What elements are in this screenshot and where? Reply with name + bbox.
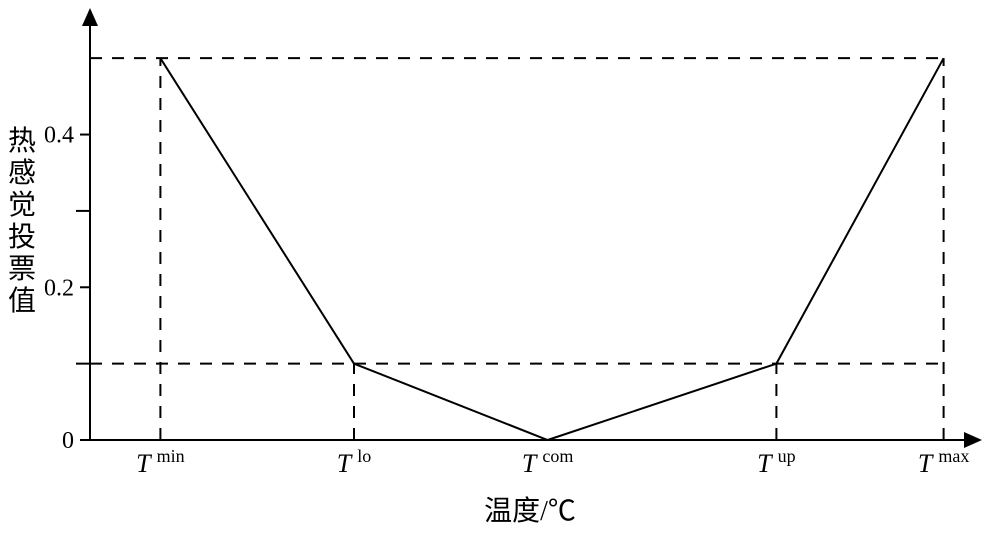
y-axis-title-char-2: 觉: [8, 189, 36, 221]
ytick-label-2: 0.4: [44, 123, 74, 149]
chart-svg: 00.20.4T minT loT comT upT max温度/℃热感觉投票值: [0, 0, 1000, 547]
y-axis-title-char-3: 投: [8, 221, 36, 253]
ytick-label-1: 0.2: [44, 275, 74, 301]
y-axis-title-char-1: 感: [8, 157, 36, 189]
y-axis-title-char-0: 热: [8, 125, 36, 157]
thermal-vote-chart: 00.20.4T minT loT comT upT max温度/℃热感觉投票值: [0, 0, 1000, 547]
y-axis-title-char-4: 票: [8, 254, 36, 285]
x-axis-title: 温度/℃: [484, 495, 576, 527]
ytick-label-0: 0: [62, 428, 74, 454]
y-axis-title-char-5: 值: [8, 285, 36, 317]
